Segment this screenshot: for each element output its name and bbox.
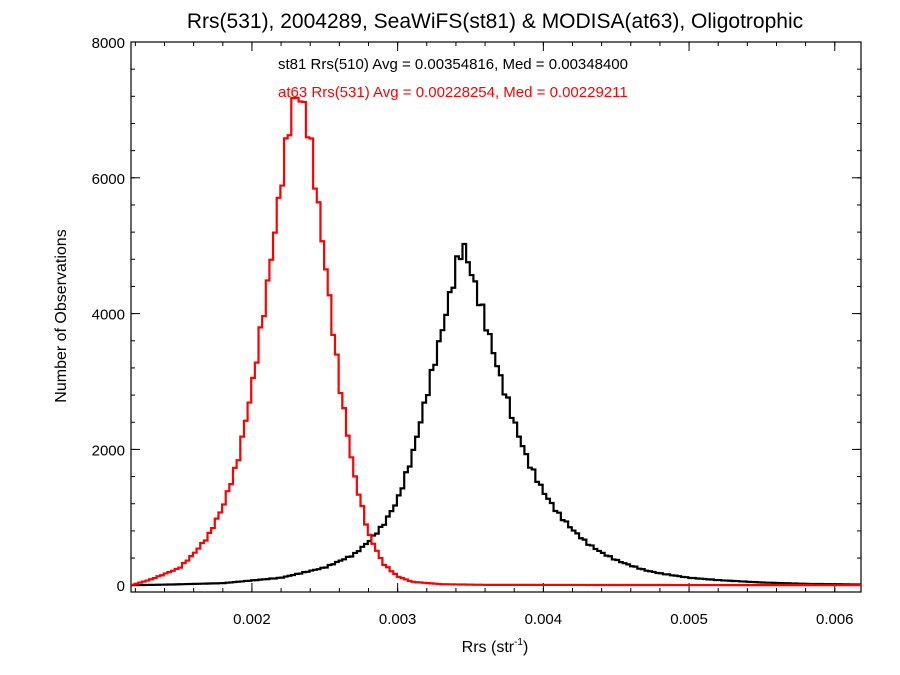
major-ticks <box>131 41 861 592</box>
y-tick-labels: 0 2000 4000 6000 8000 <box>92 35 125 595</box>
x-tick-label: 0.006 <box>816 611 854 628</box>
x-axis-label-close: ) <box>523 639 528 656</box>
x-tick-label: 0.005 <box>670 611 708 628</box>
series-st81-histogram <box>131 242 861 587</box>
x-tick-label: 0.003 <box>379 611 417 628</box>
y-tick-label: 6000 <box>92 171 125 188</box>
series-at63-histogram <box>131 96 861 587</box>
st81-stat-annotation: st81 Rrs(510) Avg = 0.00354816, Med = 0.… <box>278 56 628 73</box>
plot-frame <box>130 41 862 593</box>
series-layer <box>131 96 861 587</box>
chart-title: Rrs(531), 2004289, SeaWiFS(st81) & MODIS… <box>187 10 803 33</box>
x-axis-label-main: Rrs (str <box>462 639 515 656</box>
plot-area <box>130 41 862 593</box>
minor-ticks <box>131 41 861 592</box>
y-axis-label: Number of Observations <box>53 229 70 402</box>
y-tick-label: 2000 <box>92 442 125 459</box>
x-axis-label-superscript: -1 <box>514 637 523 648</box>
y-tick-label: 4000 <box>92 307 125 324</box>
y-tick-label: 8000 <box>92 35 125 52</box>
y-tick-label: 0 <box>117 578 125 595</box>
x-tick-labels: 0.002 0.003 0.004 0.005 0.006 <box>233 611 853 628</box>
at63-stat-annotation: at63 Rrs(531) Avg = 0.00228254, Med = 0.… <box>278 84 628 101</box>
x-tick-label: 0.004 <box>525 611 563 628</box>
x-tick-label: 0.002 <box>233 611 271 628</box>
x-axis-label: Rrs (str-1) <box>462 637 529 656</box>
